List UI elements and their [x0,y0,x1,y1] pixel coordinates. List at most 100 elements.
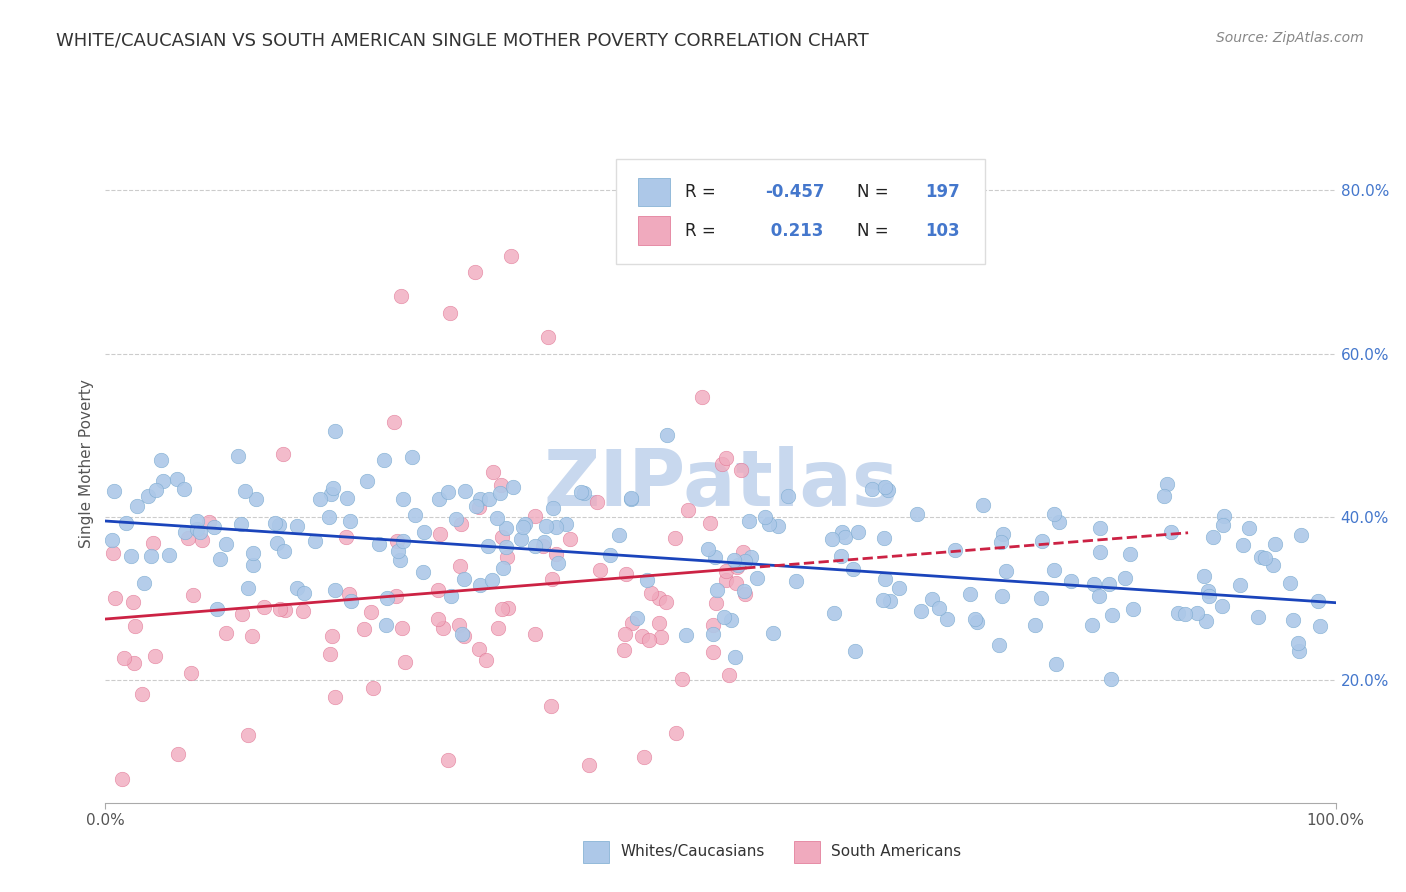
Point [737,514,759,528]
Point [373,453,395,467]
Point [512,519,534,533]
Point [513,516,536,531]
Point [546,520,568,534]
Point [501,249,523,263]
Point [1088,520,1111,534]
Point [273,544,295,558]
Point [496,550,519,565]
Point [450,516,472,531]
Point [547,556,569,570]
Point [374,618,396,632]
Point [233,484,256,499]
Point [696,542,718,557]
Point [555,516,578,531]
Point [412,524,434,539]
Point [936,611,959,625]
Point [614,567,637,582]
Point [834,530,856,544]
Point [1088,545,1111,559]
Point [877,483,900,498]
Point [1202,531,1225,545]
Point [198,515,221,529]
Point [690,390,713,404]
Point [427,583,450,598]
Point [486,621,509,635]
Point [437,752,460,766]
Bar [638,217,671,245]
Point [1031,591,1053,606]
Point [524,539,547,553]
Point [905,507,928,521]
Text: WHITE/CAUCASIAN VS SOUTH AMERICAN SINGLE MOTHER POVERTY CORRELATION CHART: WHITE/CAUCASIAN VS SOUTH AMERICAN SINGLE… [56,31,869,49]
Point [842,562,865,576]
Point [335,491,357,505]
Point [485,511,508,525]
Point [491,601,513,615]
Point [702,617,724,632]
Point [267,518,290,533]
Point [830,549,852,564]
Point [214,537,236,551]
Point [453,630,475,644]
Point [1031,533,1053,548]
Point [190,533,212,548]
Point [872,593,894,607]
Point [389,553,412,567]
Point [910,605,932,619]
Point [725,559,748,574]
Point [489,486,512,500]
Point [620,491,643,506]
Point [879,594,901,608]
Point [337,587,360,601]
Point [730,463,752,477]
Point [263,516,285,530]
Point [1278,576,1301,591]
Point [873,531,896,545]
Point [269,601,291,615]
Point [1288,644,1310,658]
Point [740,550,762,565]
Text: -0.457: -0.457 [765,183,824,201]
Point [972,498,994,512]
Point [292,585,315,599]
Point [578,757,600,772]
Point [714,450,737,465]
Text: Whites/Caucasians: Whites/Caucasians [620,845,765,859]
Point [385,590,408,604]
Point [495,541,517,555]
Point [389,289,412,303]
Point [675,627,697,641]
Text: ZIPatlas: ZIPatlas [543,446,898,522]
Y-axis label: Single Mother Poverty: Single Mother Poverty [79,379,94,549]
Bar [638,178,671,206]
Point [229,517,252,532]
Point [238,728,260,742]
Point [361,681,384,695]
Point [134,576,156,591]
Point [620,615,643,630]
Point [1261,558,1284,573]
Text: South Americans: South Americans [831,845,962,859]
Point [304,534,326,549]
Point [630,629,652,643]
Point [766,519,789,533]
Point [648,591,671,605]
Point [231,607,253,622]
Point [401,450,423,465]
Point [477,539,499,553]
Point [478,491,501,506]
Point [588,563,610,577]
Point [1185,607,1208,621]
Point [360,605,382,619]
Point [844,644,866,658]
Point [638,632,661,647]
Point [120,549,142,564]
Point [727,558,749,572]
Point [745,571,768,585]
Point [873,572,896,586]
Point [437,484,460,499]
Point [495,521,517,535]
Point [489,478,512,492]
Point [208,552,231,566]
Point [731,545,754,559]
